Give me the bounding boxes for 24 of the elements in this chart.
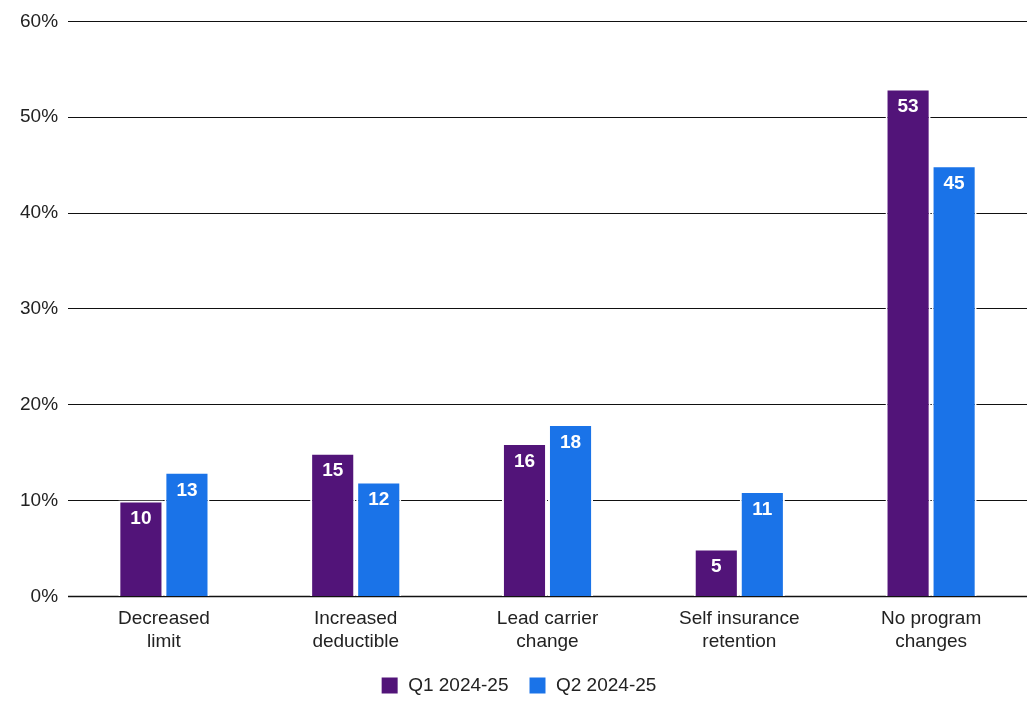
legend-label: Q2 2024-25 — [556, 673, 657, 695]
x-tick-label: Self insurance retention — [679, 607, 800, 651]
data-label: 11 — [752, 497, 773, 519]
data-label: 13 — [176, 478, 198, 500]
x-tick-label: No program changes — [880, 607, 982, 651]
y-tick-label: 10% — [20, 488, 59, 510]
data-label: 5 — [711, 555, 722, 577]
data-label: 53 — [897, 95, 919, 117]
legend-label: Q1 2024-25 — [408, 673, 509, 695]
y-tick-label: 50% — [20, 105, 59, 127]
data-label: 18 — [559, 430, 582, 452]
y-tick-label: 60% — [20, 9, 59, 31]
y-tick-label: 40% — [20, 201, 59, 223]
y-tick-label: 20% — [20, 392, 59, 414]
data-label: 12 — [368, 488, 390, 510]
data-label: 45 — [943, 171, 966, 193]
y-tick-label: 30% — [20, 297, 59, 319]
x-tick-label: Increased deductible — [312, 607, 400, 651]
data-label: 15 — [322, 459, 344, 481]
data-label: 10 — [130, 507, 152, 529]
x-tick-label: Decreased limit — [117, 607, 210, 651]
y-tick-label: 0% — [30, 584, 59, 606]
data-label: 16 — [513, 449, 536, 471]
x-tick-label: Lead carrier change — [496, 607, 599, 651]
